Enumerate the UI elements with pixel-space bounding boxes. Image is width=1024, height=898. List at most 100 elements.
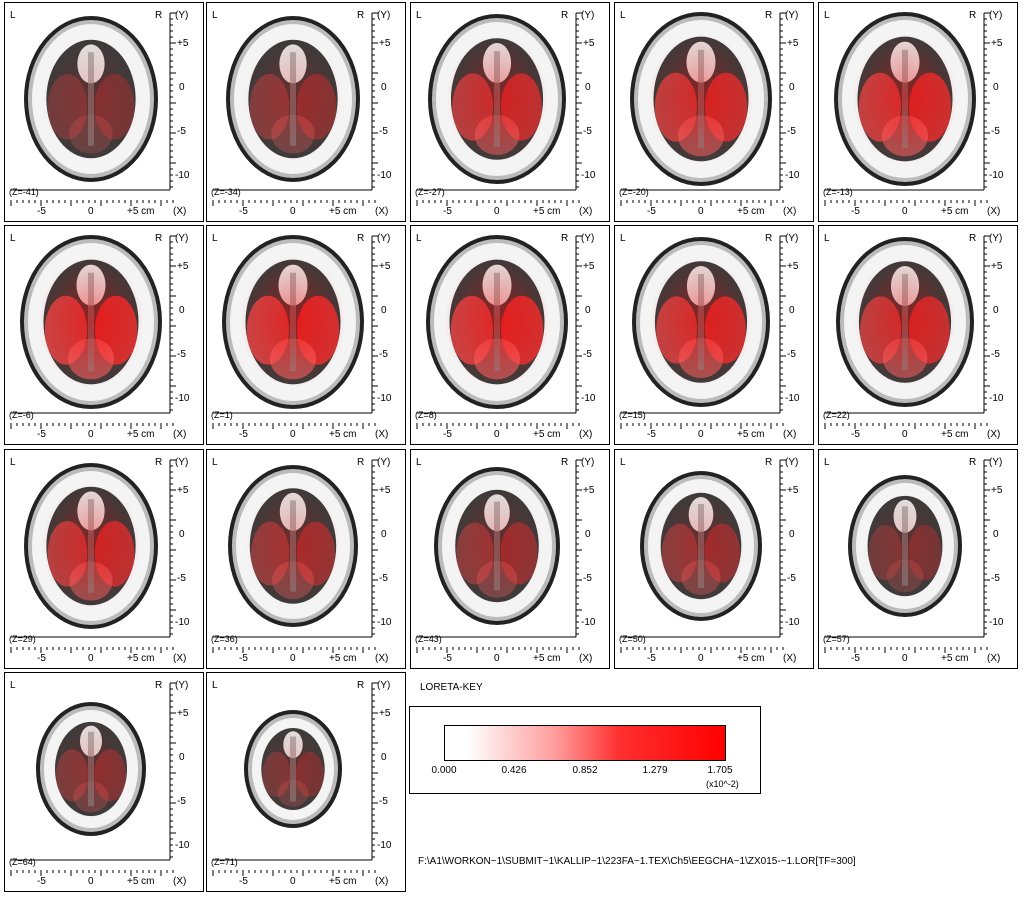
y-tick: -10 bbox=[785, 393, 800, 404]
z-label: (Z=36) bbox=[211, 634, 238, 644]
x-tick: +5 cm bbox=[127, 653, 155, 664]
z-label: (Z=-20) bbox=[619, 187, 649, 197]
x-tick: 0 bbox=[88, 429, 94, 440]
y-axis-label: (Y) bbox=[785, 457, 799, 468]
brain-slice-panel: L R (Y) +5 0 -5 -10 (Z=43) -5 0 +5 cm (X) bbox=[410, 449, 610, 669]
y-axis-label: (Y) bbox=[175, 233, 189, 244]
brain-slice-image bbox=[416, 459, 582, 653]
x-tick: 0 bbox=[698, 206, 704, 217]
y-axis-label: (Y) bbox=[377, 457, 391, 468]
y-tick: -5 bbox=[177, 796, 186, 807]
z-label: (Z=50) bbox=[619, 634, 646, 644]
z-label: (Z=15) bbox=[619, 410, 646, 420]
y-tick: +5 bbox=[991, 261, 1003, 272]
y-tick: -5 bbox=[787, 349, 796, 360]
y-tick: 0 bbox=[381, 305, 387, 316]
x-tick: +5 cm bbox=[329, 876, 357, 887]
brain-slice-image bbox=[824, 235, 990, 429]
scale-tick: 0.426 bbox=[501, 765, 527, 776]
brain-slice-panel: L R (Y) +5 0 -5 -10 (Z=64) -5 0 +5 cm (X) bbox=[4, 672, 204, 892]
y-tick: -5 bbox=[177, 126, 186, 137]
x-axis-label: (X) bbox=[375, 206, 389, 217]
y-tick: -10 bbox=[175, 617, 190, 628]
left-marker: L bbox=[416, 457, 422, 468]
y-tick: 0 bbox=[179, 529, 185, 540]
x-tick: +5 cm bbox=[533, 429, 561, 440]
x-tick: +5 cm bbox=[737, 206, 765, 217]
y-axis-label: (Y) bbox=[175, 457, 189, 468]
scale-unit: (x10^-2) bbox=[706, 779, 739, 789]
x-tick: -5 bbox=[239, 429, 248, 440]
left-marker: L bbox=[824, 10, 830, 21]
z-label: (Z=43) bbox=[415, 634, 442, 644]
x-tick: +5 cm bbox=[737, 653, 765, 664]
z-label: (Z=-41) bbox=[9, 187, 39, 197]
y-tick: -10 bbox=[377, 393, 392, 404]
y-tick: -10 bbox=[175, 393, 190, 404]
y-tick: -5 bbox=[583, 349, 592, 360]
brain-slice-image bbox=[416, 12, 582, 206]
z-label: (Z=-27) bbox=[415, 187, 445, 197]
x-axis-label: (X) bbox=[783, 429, 797, 440]
brain-slice-image bbox=[620, 459, 786, 653]
brain-slice-panel: L R (Y) +5 0 -5 -10 (Z=22) -5 0 +5 cm (X) bbox=[818, 225, 1018, 445]
left-marker: L bbox=[212, 233, 218, 244]
brain-slice-image bbox=[10, 682, 176, 876]
right-marker: R bbox=[969, 457, 977, 468]
y-tick: -5 bbox=[583, 573, 592, 584]
y-tick: -10 bbox=[989, 170, 1004, 181]
y-tick: 0 bbox=[381, 752, 387, 763]
x-tick: +5 cm bbox=[329, 653, 357, 664]
left-marker: L bbox=[10, 10, 16, 21]
x-tick: +5 cm bbox=[533, 206, 561, 217]
x-tick: -5 bbox=[443, 429, 452, 440]
y-axis-label: (Y) bbox=[989, 457, 1003, 468]
left-marker: L bbox=[10, 233, 16, 244]
x-tick: -5 bbox=[647, 653, 656, 664]
y-tick: -10 bbox=[785, 617, 800, 628]
x-tick: 0 bbox=[902, 653, 908, 664]
right-marker: R bbox=[357, 10, 365, 21]
y-axis-label: (Y) bbox=[989, 233, 1003, 244]
x-tick: 0 bbox=[290, 206, 296, 217]
right-marker: R bbox=[155, 10, 163, 21]
x-tick: -5 bbox=[851, 429, 860, 440]
x-tick: -5 bbox=[647, 206, 656, 217]
y-axis-label: (Y) bbox=[581, 233, 595, 244]
y-tick: -5 bbox=[379, 349, 388, 360]
y-tick: +5 bbox=[991, 38, 1003, 49]
x-tick: 0 bbox=[494, 429, 500, 440]
x-tick: +5 cm bbox=[329, 429, 357, 440]
brain-slice-image bbox=[10, 459, 176, 653]
y-tick: 0 bbox=[585, 305, 591, 316]
y-tick: 0 bbox=[789, 82, 795, 93]
x-axis-label: (X) bbox=[987, 206, 1001, 217]
y-tick: +5 bbox=[583, 38, 595, 49]
y-tick: -5 bbox=[787, 573, 796, 584]
x-tick: -5 bbox=[37, 876, 46, 887]
scale-tick: 1.705 bbox=[707, 765, 733, 776]
y-tick: +5 bbox=[787, 485, 799, 496]
y-tick: +5 bbox=[991, 485, 1003, 496]
x-axis-label: (X) bbox=[783, 206, 797, 217]
x-tick: +5 cm bbox=[941, 653, 969, 664]
x-axis-label: (X) bbox=[579, 429, 593, 440]
x-axis-label: (X) bbox=[987, 429, 1001, 440]
x-tick: 0 bbox=[88, 653, 94, 664]
y-tick: 0 bbox=[381, 82, 387, 93]
z-label: (Z=8) bbox=[415, 410, 437, 420]
x-axis-label: (X) bbox=[173, 653, 187, 664]
x-tick: -5 bbox=[443, 653, 452, 664]
z-label: (Z=-13) bbox=[823, 187, 853, 197]
x-tick: 0 bbox=[698, 429, 704, 440]
x-tick: 0 bbox=[494, 653, 500, 664]
left-marker: L bbox=[620, 233, 626, 244]
x-tick: 0 bbox=[290, 876, 296, 887]
z-label: (Z=71) bbox=[211, 857, 238, 867]
y-tick: +5 bbox=[177, 485, 189, 496]
y-axis-label: (Y) bbox=[175, 680, 189, 691]
color-scale-bar bbox=[444, 725, 726, 761]
right-marker: R bbox=[765, 10, 773, 21]
scale-tick: 1.279 bbox=[642, 765, 668, 776]
